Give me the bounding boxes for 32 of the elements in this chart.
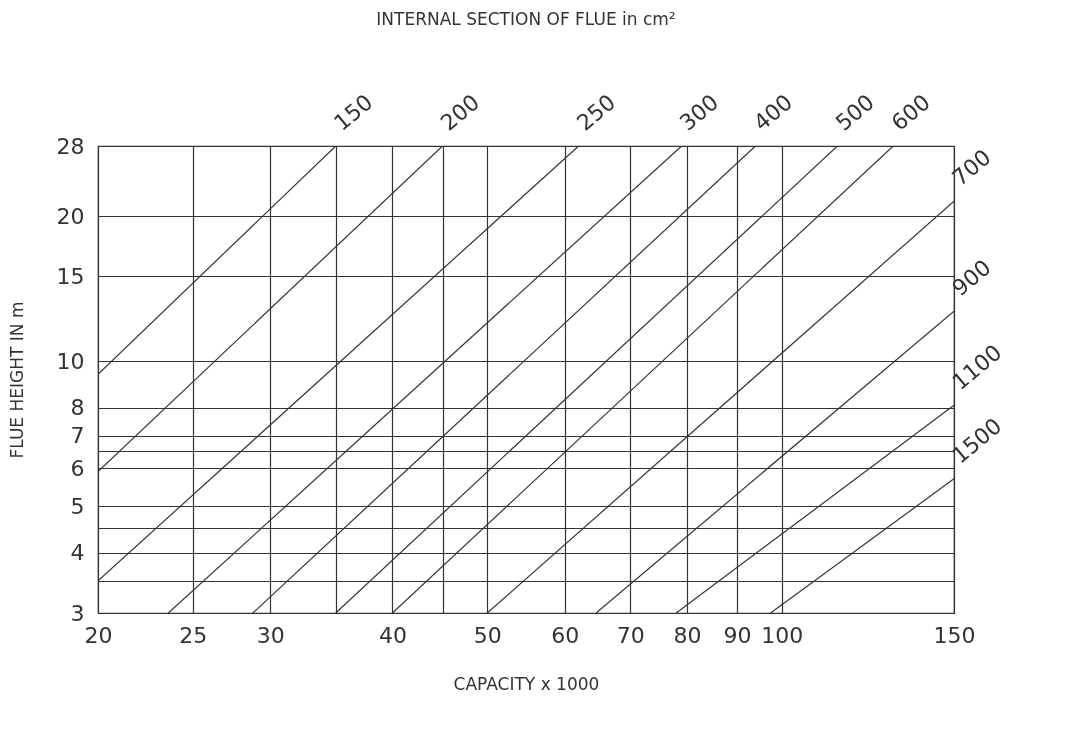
y-tick-label: 4	[70, 540, 85, 566]
text: 150	[329, 89, 378, 136]
text: 900	[947, 254, 996, 301]
text: 300	[674, 89, 724, 136]
text: 250	[572, 89, 621, 136]
y-tick-label: 6	[70, 455, 85, 481]
y-tick-label: 5	[70, 493, 85, 519]
text: 500	[830, 89, 880, 136]
x-tick-label: 90	[723, 622, 752, 648]
y-tick-label: 28	[56, 133, 85, 159]
x-tick-label: 25	[179, 622, 208, 648]
x-tick-label: 80	[673, 622, 702, 648]
x-tick-label: 30	[256, 622, 285, 648]
y-tick-label: 3	[70, 600, 85, 626]
x-axis-title: CAPACITY x 1000	[453, 673, 600, 694]
y-tick-label: 10	[56, 348, 85, 374]
y-axis-title: FLUE HEIGHT IN m	[6, 301, 27, 459]
x-tick-label: 40	[378, 622, 407, 648]
y-tick-label: 7	[70, 423, 85, 449]
y-tick-label: 20	[56, 203, 85, 229]
text: 700	[947, 144, 996, 191]
text: 400	[748, 89, 798, 136]
text: 200	[435, 89, 485, 136]
x-tick-label: 150	[933, 622, 976, 648]
x-tick-label: 60	[551, 622, 580, 648]
x-tick-label: 70	[616, 622, 645, 648]
y-tick-label: 15	[56, 264, 85, 289]
y-tick-label: 8	[70, 395, 85, 421]
chart-title: INTERNAL SECTION OF FLUE in cm²	[376, 8, 676, 29]
x-tick-label: 50	[473, 622, 502, 648]
x-tick-label: 100	[761, 622, 804, 648]
text: 600	[886, 89, 935, 136]
